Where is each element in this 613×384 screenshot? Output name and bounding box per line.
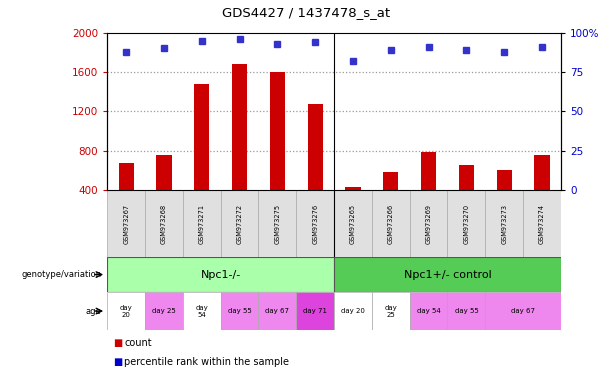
Text: ■: ■ <box>113 338 123 348</box>
Bar <box>372 190 409 257</box>
Text: day 55: day 55 <box>227 308 251 314</box>
Bar <box>183 190 221 257</box>
Bar <box>447 190 485 257</box>
Bar <box>535 155 549 190</box>
Bar <box>372 292 409 330</box>
Bar <box>409 190 447 257</box>
Bar <box>308 104 323 190</box>
Text: GSM973265: GSM973265 <box>350 204 356 244</box>
Text: age: age <box>85 306 101 316</box>
Text: percentile rank within the sample: percentile rank within the sample <box>124 357 289 367</box>
Bar <box>345 187 360 190</box>
Text: day
20: day 20 <box>120 305 132 318</box>
Bar <box>296 190 334 257</box>
Bar <box>107 190 145 257</box>
Text: GSM973270: GSM973270 <box>463 204 470 244</box>
Text: day 25: day 25 <box>152 308 176 314</box>
Bar <box>421 152 436 190</box>
Bar <box>156 155 172 190</box>
Text: GSM973275: GSM973275 <box>275 204 280 244</box>
Bar <box>523 190 561 257</box>
Text: GSM973267: GSM973267 <box>123 204 129 244</box>
Bar <box>296 292 334 330</box>
Bar <box>194 84 209 190</box>
Bar <box>107 292 145 330</box>
Bar <box>221 292 259 330</box>
Text: Npc1+/- control: Npc1+/- control <box>403 270 492 280</box>
Bar <box>383 172 398 190</box>
Text: ■: ■ <box>113 357 123 367</box>
Text: GSM973269: GSM973269 <box>425 204 432 244</box>
Bar <box>107 257 334 292</box>
Bar <box>334 190 372 257</box>
Text: GSM973274: GSM973274 <box>539 204 545 244</box>
Text: day 71: day 71 <box>303 308 327 314</box>
Text: day 20: day 20 <box>341 308 365 314</box>
Text: day 54: day 54 <box>417 308 441 314</box>
Bar <box>259 190 296 257</box>
Bar <box>270 72 285 190</box>
Text: day 67: day 67 <box>511 308 535 314</box>
Bar <box>145 190 183 257</box>
Text: GSM973272: GSM973272 <box>237 204 243 244</box>
Bar <box>221 190 259 257</box>
Text: GSM973273: GSM973273 <box>501 204 507 244</box>
Bar <box>334 257 561 292</box>
Bar <box>485 190 523 257</box>
Text: day 67: day 67 <box>265 308 289 314</box>
Text: day
25: day 25 <box>384 305 397 318</box>
Text: day 55: day 55 <box>454 308 478 314</box>
Bar <box>183 292 221 330</box>
Bar <box>485 292 561 330</box>
Bar <box>118 162 134 190</box>
Bar <box>447 292 485 330</box>
Text: Npc1-/-: Npc1-/- <box>200 270 241 280</box>
Text: GDS4427 / 1437478_s_at: GDS4427 / 1437478_s_at <box>223 6 390 19</box>
Text: GSM973276: GSM973276 <box>312 204 318 244</box>
Text: day
54: day 54 <box>196 305 208 318</box>
Text: GSM973268: GSM973268 <box>161 204 167 244</box>
Bar <box>497 170 512 190</box>
Text: count: count <box>124 338 152 348</box>
Text: GSM973271: GSM973271 <box>199 204 205 244</box>
Bar <box>459 166 474 190</box>
Bar <box>259 292 296 330</box>
Bar <box>334 292 372 330</box>
Bar <box>145 292 183 330</box>
Text: genotype/variation: genotype/variation <box>21 270 101 279</box>
Bar <box>232 64 247 190</box>
Text: GSM973266: GSM973266 <box>388 204 394 244</box>
Bar <box>409 292 447 330</box>
